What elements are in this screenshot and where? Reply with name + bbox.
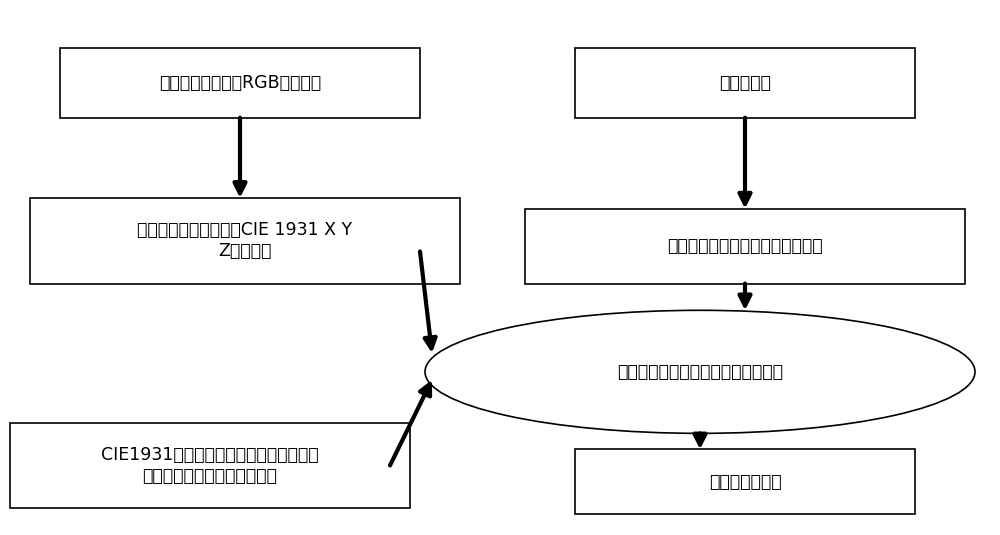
FancyBboxPatch shape [525,209,965,284]
Text: 主成份分析获取前三个基函数向量: 主成份分析获取前三个基函数向量 [667,237,823,255]
Text: 反射率光谱图像: 反射率光谱图像 [709,472,781,491]
Text: 获取多光谱图像的RGB三刺激值: 获取多光谱图像的RGB三刺激值 [159,74,321,92]
Ellipse shape [425,310,975,433]
Text: 训练样本集: 训练样本集 [719,74,771,92]
FancyBboxPatch shape [575,449,915,514]
Text: 基于阈值迭代法反射率光谱重建方法: 基于阈值迭代法反射率光谱重建方法 [617,363,783,381]
FancyBboxPatch shape [30,198,460,284]
FancyBboxPatch shape [10,423,410,508]
Text: CIE1931标准色度观察者光谱匹配函数、
标准照明体相对光谱功率分布: CIE1931标准色度观察者光谱匹配函数、 标准照明体相对光谱功率分布 [101,446,319,485]
Text: 变换获取多光谱图像的CIE 1931 X Y
Z三刺激值: 变换获取多光谱图像的CIE 1931 X Y Z三刺激值 [137,221,353,260]
FancyBboxPatch shape [60,48,420,118]
FancyBboxPatch shape [575,48,915,118]
